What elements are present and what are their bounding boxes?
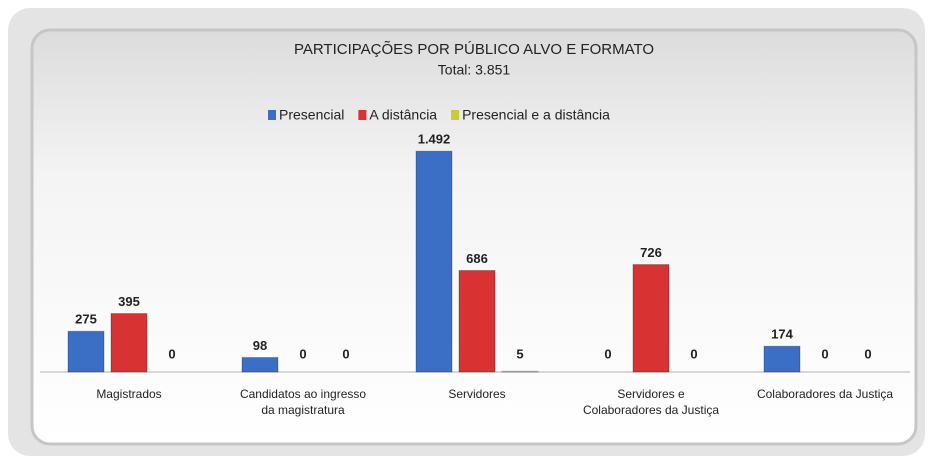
value-label: 174: [771, 327, 793, 342]
bar: [241, 356, 279, 373]
legend-label: Presencial e a distância: [462, 107, 610, 123]
x-tick-label: Magistrados: [96, 387, 162, 401]
legend-label: Presencial: [279, 107, 344, 123]
value-label: 686: [466, 251, 488, 266]
value-label: 5: [516, 346, 523, 361]
value-label: 0: [168, 346, 175, 361]
bar: [110, 313, 148, 373]
legend-swatch: [268, 110, 276, 120]
legend-swatch: [358, 110, 367, 120]
chart-panel: [30, 28, 918, 446]
x-tick-label: Colaboradores da Justiça: [756, 387, 894, 401]
bar: [415, 150, 453, 373]
value-label: 275: [75, 312, 97, 327]
value-label: 395: [118, 294, 140, 309]
value-label: 0: [864, 346, 871, 361]
value-label: 0: [299, 346, 306, 361]
value-label: 1.492: [418, 132, 451, 147]
bar: [632, 264, 670, 373]
bar: [501, 370, 539, 373]
x-tick-label: Servidores: [448, 387, 506, 401]
value-label: 0: [690, 346, 697, 361]
x-tick-label: Candidatos ao ingresso da magistratura: [239, 387, 367, 417]
value-label: 0: [604, 346, 611, 361]
value-label: 98: [253, 338, 267, 353]
chart-subtitle: Total: 3.851: [438, 62, 511, 78]
bar: [67, 330, 105, 373]
value-label: 726: [640, 245, 662, 260]
value-label: 0: [821, 346, 828, 361]
x-tick-label: Servidores e Colaboradores da Justiça: [582, 387, 720, 417]
chart-title: PARTICIPAÇÕES POR PÚBLICO ALVO E FORMATO: [294, 41, 654, 58]
bar: [763, 345, 801, 373]
bar: [458, 269, 496, 373]
legend-swatch: [451, 110, 460, 120]
value-label: 0: [342, 346, 349, 361]
legend-label: A distância: [369, 107, 437, 123]
